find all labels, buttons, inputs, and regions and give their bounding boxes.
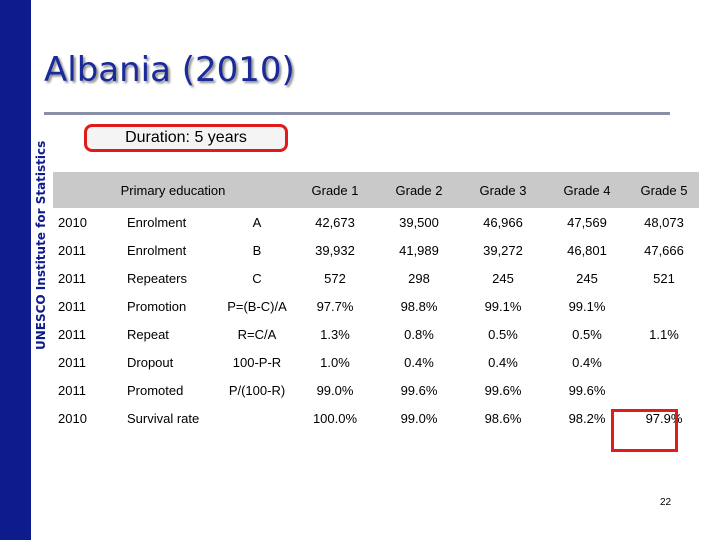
row-value: 99.1% <box>484 298 522 314</box>
row-measure: Enrolment <box>127 242 187 258</box>
row-value: 0.4% <box>404 354 434 370</box>
row-year: 2011 <box>58 326 86 342</box>
row-value: 97.7% <box>316 298 354 314</box>
row-value: 99.0% <box>316 382 354 398</box>
header-grade: Grade 5 <box>629 172 699 208</box>
row-value: 41,989 <box>399 242 439 258</box>
row-measure: Survival rate <box>127 410 200 426</box>
row-value: 1.3% <box>320 326 350 342</box>
row-formula: 100-P-R <box>232 354 282 370</box>
row-year: 2011 <box>58 270 86 286</box>
row-formula: B <box>252 242 262 258</box>
header-grade: Grade 4 <box>545 172 629 208</box>
table-row: 2011 Repeat R=C/A 1.3% 0.8% 0.5% 0.5% 1.1% <box>53 320 699 348</box>
row-value: 46,801 <box>567 242 607 258</box>
row-value: 0.8% <box>404 326 434 342</box>
row-year: 2010 <box>58 214 87 230</box>
row-value: 0.5% <box>572 326 602 342</box>
table-row: 2011 Promoted P/(100-R) 99.0% 99.6% 99.6% 99.6… <box>53 376 699 404</box>
row-formula: A <box>252 214 262 230</box>
row-formula: P=(B-C)/A <box>227 298 287 314</box>
table-row: 2011 Repeaters C 572 298 245 245 521 <box>53 264 699 292</box>
header-grade: Grade 2 <box>377 172 461 208</box>
highlight-box <box>611 409 678 452</box>
row-year: 2011 <box>58 242 86 258</box>
row-value: 298 <box>408 270 430 286</box>
left-sidebar-bar <box>0 0 31 540</box>
row-value: 0.4% <box>488 354 518 370</box>
row-value: 1.0% <box>320 354 350 370</box>
row-value <box>629 348 699 376</box>
row-measure: Repeat <box>127 326 169 342</box>
row-value: 99.6% <box>400 382 438 398</box>
sidebar-label: UNESCO Institute for Statistics <box>34 140 48 350</box>
row-formula <box>221 404 293 432</box>
row-value: 1.1% <box>649 326 679 342</box>
duration-label: Duration: 5 years <box>84 124 288 152</box>
row-value: 97.9% <box>645 410 683 426</box>
row-value: 47,666 <box>644 242 684 258</box>
table-header-row: Primary education Grade 1 Grade 2 Grade … <box>53 172 699 208</box>
table-row: 2011 Dropout 100-P-R 1.0% 0.4% 0.4% 0.4% <box>53 348 699 376</box>
row-value: 0.5% <box>488 326 518 342</box>
page-title: Albania (2010) <box>44 50 295 90</box>
row-year: 2011 <box>58 298 86 314</box>
table-row: 2011 Promotion P=(B-C)/A 97.7% 98.8% 99.1% 99.… <box>53 292 699 320</box>
row-value: 39,932 <box>315 242 355 258</box>
page-number: 22 <box>660 497 672 508</box>
row-year: 2011 <box>58 382 86 398</box>
row-value: 99.1% <box>568 298 606 314</box>
row-value: 98.2% <box>568 410 606 426</box>
row-value: 572 <box>324 270 346 286</box>
row-value: 39,500 <box>399 214 439 230</box>
row-year: 2010 <box>58 410 87 426</box>
row-value <box>629 376 699 404</box>
row-formula: P/(100-R) <box>228 382 286 398</box>
row-value: 245 <box>576 270 598 286</box>
row-value: 48,073 <box>644 214 684 230</box>
table-row: 2010 Survival rate 100.0% 99.0% 98.6% 98.2% 97… <box>53 404 699 432</box>
row-value: 100.0% <box>312 410 358 426</box>
row-year: 2011 <box>58 354 86 370</box>
row-measure: Promotion <box>127 298 187 314</box>
row-measure: Promoted <box>127 382 184 398</box>
row-value: 39,272 <box>483 242 523 258</box>
table-row: 2010 Enrolment A 42,673 39,500 46,966 47,569 48… <box>53 208 699 236</box>
row-value: 521 <box>653 270 675 286</box>
title-divider <box>44 112 670 115</box>
row-measure: Repeaters <box>127 270 187 286</box>
row-value: 98.8% <box>400 298 438 314</box>
row-formula: C <box>252 270 262 286</box>
row-value: 99.0% <box>400 410 438 426</box>
table-row: 2011 Enrolment B 39,932 41,989 39,272 46,801 47… <box>53 236 699 264</box>
row-value: 0.4% <box>572 354 602 370</box>
data-table: Primary education Grade 1 Grade 2 Grade … <box>53 172 699 432</box>
row-value: 47,569 <box>567 214 607 230</box>
row-measure: Enrolment <box>127 214 187 230</box>
header-section: Primary education <box>53 172 293 208</box>
row-value: 46,966 <box>483 214 523 230</box>
header-grade: Grade 1 <box>293 172 377 208</box>
row-formula: R=C/A <box>237 326 277 342</box>
row-value: 99.6% <box>484 382 522 398</box>
row-value <box>629 292 699 320</box>
row-value: 245 <box>492 270 514 286</box>
header-grade: Grade 3 <box>461 172 545 208</box>
row-value: 98.6% <box>484 410 522 426</box>
row-value: 42,673 <box>315 214 355 230</box>
row-value: 99.6% <box>568 382 606 398</box>
row-measure: Dropout <box>127 354 174 370</box>
